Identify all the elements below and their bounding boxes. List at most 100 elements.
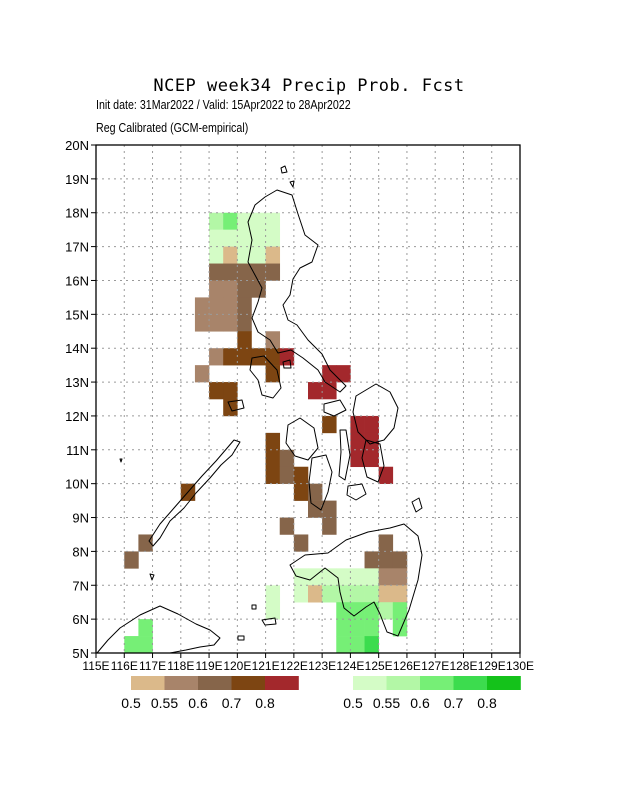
- forecast-cell: [237, 212, 252, 230]
- forecast-cell: [364, 585, 379, 603]
- legend-dry-swatch: [198, 676, 232, 690]
- lat-label: 19N: [65, 172, 89, 187]
- forecast-cell: [209, 314, 224, 332]
- forecast-cell: [279, 466, 295, 484]
- lon-label: 128E: [449, 659, 477, 673]
- lon-label: 129E: [478, 659, 506, 673]
- forecast-cell: [322, 517, 337, 535]
- forecast-cell: [350, 415, 365, 434]
- forecast-cell: [322, 585, 337, 603]
- legend-dry-label: 0.8: [255, 695, 275, 711]
- forecast-cell: [308, 500, 323, 518]
- forecast-cell: [251, 280, 266, 298]
- gridlines: [96, 145, 520, 653]
- forecast-cell: [265, 263, 281, 281]
- forecast-cell: [209, 280, 224, 298]
- forecast-cell: [138, 534, 153, 552]
- lat-label: 17N: [65, 240, 89, 255]
- forecast-cell: [223, 382, 238, 400]
- lat-label: 13N: [65, 375, 89, 390]
- lat-label: 14N: [65, 341, 89, 356]
- forecast-cell: [364, 449, 379, 468]
- forecast-cell: [209, 246, 224, 264]
- lon-label: 119E: [195, 659, 222, 673]
- legend-wet-swatch: [353, 676, 387, 690]
- forecast-cell: [279, 517, 295, 535]
- forecast-cell: [308, 568, 323, 586]
- forecast-cell: [237, 314, 252, 332]
- lat-label: 6N: [72, 612, 89, 627]
- forecast-cell: [265, 348, 281, 366]
- forecast-cell: [364, 636, 379, 654]
- legend-dry-swatch: [265, 676, 299, 690]
- forecast-cell: [378, 568, 394, 586]
- forecast-cell: [209, 297, 224, 315]
- forecast-cell: [350, 636, 365, 654]
- legend-dry-swatch: [164, 676, 199, 690]
- forecast-cell: [336, 619, 351, 637]
- legend-wet-swatch: [453, 676, 488, 690]
- forecast-cell: [265, 432, 281, 451]
- forecast-cell: [322, 568, 337, 586]
- forecast-cell: [322, 500, 337, 518]
- forecast-cell: [308, 382, 323, 400]
- lat-label: 11N: [66, 443, 89, 458]
- lon-label: 127E: [421, 659, 449, 673]
- map-frame: [95, 144, 521, 654]
- lon-label: 122E: [280, 659, 308, 673]
- lon-label: 115E: [82, 659, 109, 673]
- lon-label: 116E: [111, 659, 138, 673]
- lat-label: 7N: [72, 578, 89, 593]
- forecast-cell: [223, 229, 238, 247]
- lon-label: 125E: [365, 659, 393, 673]
- forecast-cell: [223, 263, 238, 281]
- forecast-cell: [194, 365, 210, 383]
- forecast-cell: [237, 229, 252, 247]
- forecast-cell: [378, 585, 394, 603]
- forecast-cell: [124, 551, 139, 569]
- forecast-cell: [209, 212, 224, 230]
- legend-dry-label: 0.6: [188, 695, 208, 711]
- legend-wet-swatch: [386, 676, 421, 690]
- forecast-cell: [265, 331, 281, 349]
- chart-subtitle-method: Reg Calibrated (GCM-empirical): [96, 120, 249, 135]
- legend-wet-label: 0.55: [373, 695, 400, 711]
- forecast-cell: [251, 246, 266, 264]
- legend-dry-swatch: [231, 676, 266, 690]
- forecast-cell: [124, 636, 139, 654]
- forecast-cell: [265, 246, 281, 264]
- lat-label: 18N: [65, 206, 89, 221]
- lon-label: 126E: [393, 659, 421, 673]
- forecast-cell: [336, 568, 351, 586]
- lon-label: 120E: [223, 659, 251, 673]
- forecast-cell: [378, 602, 394, 620]
- lat-label: 20N: [65, 138, 89, 153]
- forecast-cell: [237, 297, 252, 315]
- chart-title: NCEP week34 Precip Prob. Fcst: [153, 76, 465, 96]
- forecast-cell: [364, 568, 379, 586]
- forecast-cell: [392, 619, 408, 637]
- forecast-cell: [223, 297, 238, 315]
- forecast-cell: [223, 246, 238, 264]
- forecast-cell: [364, 415, 379, 434]
- forecast-cell: [265, 466, 281, 484]
- probability-legend: 0.5 0.55 0.6 0.7 0.8 0.5 0.55 0.6 0.7 0.8: [121, 676, 521, 711]
- forecast-cell: [138, 619, 153, 637]
- legend-wet-swatch: [487, 676, 521, 690]
- legend-wet-label: 0.7: [444, 695, 464, 711]
- forecast-cell: [223, 348, 238, 366]
- lat-label: 12N: [65, 409, 89, 424]
- forecast-cell: [392, 551, 408, 569]
- lat-label: 9N: [72, 511, 89, 526]
- forecast-cell: [392, 585, 408, 603]
- forecast-cell: [251, 212, 266, 230]
- forecast-cell: [336, 602, 351, 620]
- forecast-cell: [209, 348, 224, 366]
- coastline: [96, 165, 423, 654]
- forecast-cell: [350, 585, 365, 603]
- forecast-cell: [265, 602, 281, 620]
- legend-wet-label: 0.8: [477, 695, 497, 711]
- forecast-cell: [265, 449, 281, 468]
- forecast-cell: [378, 534, 394, 552]
